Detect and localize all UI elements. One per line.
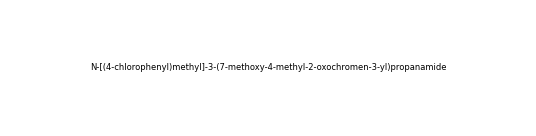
Text: N-[(4-chlorophenyl)methyl]-3-(7-methoxy-4-methyl-2-oxochromen-3-yl)propanamide: N-[(4-chlorophenyl)methyl]-3-(7-methoxy-… <box>90 64 446 72</box>
